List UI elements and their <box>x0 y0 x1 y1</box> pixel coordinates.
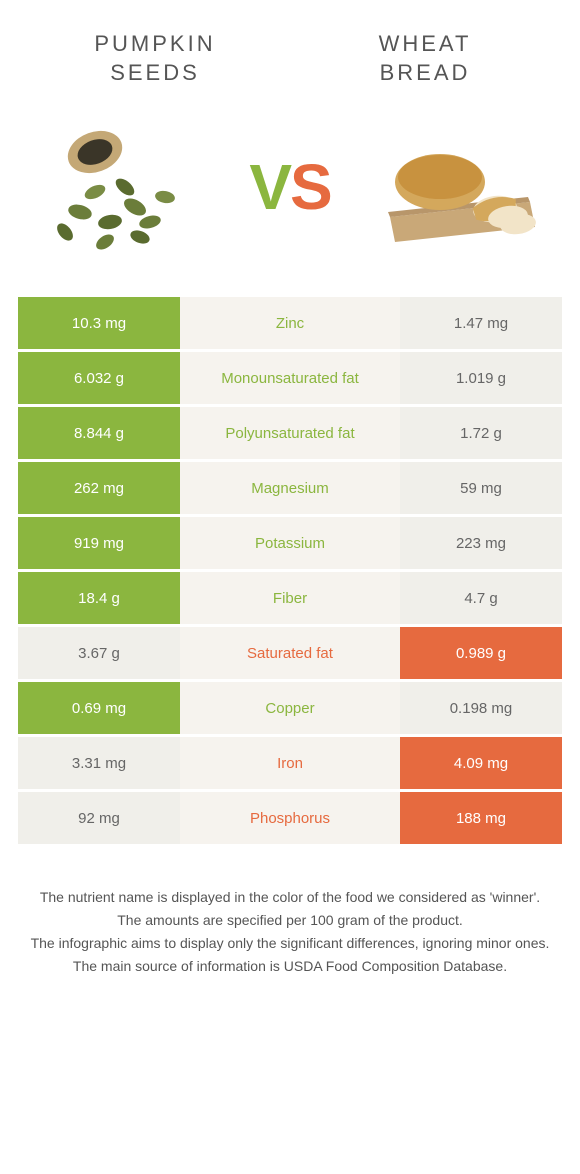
right-food-title: WHEAT BREAD <box>325 30 525 87</box>
left-food-title: PUMPKIN SEEDS <box>55 30 255 87</box>
left-value: 0.69 mg <box>18 682 180 734</box>
right-value: 4.09 mg <box>400 737 562 789</box>
left-value: 919 mg <box>18 517 180 569</box>
vs-s: S <box>290 151 331 223</box>
nutrient-label: Potassium <box>180 517 400 569</box>
left-value: 3.67 g <box>18 627 180 679</box>
wheat-bread-image <box>380 117 540 257</box>
footer-line: The infographic aims to display only the… <box>30 933 550 954</box>
right-value: 59 mg <box>400 462 562 514</box>
left-value: 92 mg <box>18 792 180 844</box>
nutrient-label: Magnesium <box>180 462 400 514</box>
footer-line: The amounts are specified per 100 gram o… <box>30 910 550 931</box>
table-row: 6.032 gMonounsaturated fat1.019 g <box>18 352 562 404</box>
right-value: 4.7 g <box>400 572 562 624</box>
table-row: 3.67 gSaturated fat0.989 g <box>18 627 562 679</box>
nutrient-label: Zinc <box>180 297 400 349</box>
footer-line: The main source of information is USDA F… <box>30 956 550 977</box>
vs-text: VS <box>249 150 330 224</box>
left-value: 3.31 mg <box>18 737 180 789</box>
footer-notes: The nutrient name is displayed in the co… <box>0 847 580 999</box>
pumpkin-seeds-image <box>40 117 200 257</box>
title-text: WHEAT <box>379 31 472 56</box>
nutrient-label: Fiber <box>180 572 400 624</box>
right-value: 0.198 mg <box>400 682 562 734</box>
table-row: 10.3 mgZinc1.47 mg <box>18 297 562 349</box>
table-row: 8.844 gPolyunsaturated fat1.72 g <box>18 407 562 459</box>
right-value: 223 mg <box>400 517 562 569</box>
nutrient-label: Monounsaturated fat <box>180 352 400 404</box>
images-row: VS <box>0 97 580 297</box>
table-row: 18.4 gFiber4.7 g <box>18 572 562 624</box>
right-value: 0.989 g <box>400 627 562 679</box>
title-text: SEEDS <box>110 60 200 85</box>
table-row: 262 mgMagnesium59 mg <box>18 462 562 514</box>
footer-line: The nutrient name is displayed in the co… <box>30 887 550 908</box>
left-value: 8.844 g <box>18 407 180 459</box>
left-value: 10.3 mg <box>18 297 180 349</box>
right-value: 1.019 g <box>400 352 562 404</box>
right-value: 188 mg <box>400 792 562 844</box>
table-row: 3.31 mgIron4.09 mg <box>18 737 562 789</box>
title-text: BREAD <box>380 60 471 85</box>
vs-v: V <box>249 151 290 223</box>
left-value: 6.032 g <box>18 352 180 404</box>
nutrient-label: Saturated fat <box>180 627 400 679</box>
table-row: 919 mgPotassium223 mg <box>18 517 562 569</box>
left-value: 18.4 g <box>18 572 180 624</box>
nutrient-label: Polyunsaturated fat <box>180 407 400 459</box>
header: PUMPKIN SEEDS WHEAT BREAD <box>0 0 580 97</box>
nutrition-table: 10.3 mgZinc1.47 mg6.032 gMonounsaturated… <box>0 297 580 844</box>
right-value: 1.47 mg <box>400 297 562 349</box>
title-text: PUMPKIN <box>94 31 215 56</box>
nutrient-label: Iron <box>180 737 400 789</box>
nutrient-label: Copper <box>180 682 400 734</box>
table-row: 0.69 mgCopper0.198 mg <box>18 682 562 734</box>
nutrient-label: Phosphorus <box>180 792 400 844</box>
right-value: 1.72 g <box>400 407 562 459</box>
left-value: 262 mg <box>18 462 180 514</box>
table-row: 92 mgPhosphorus188 mg <box>18 792 562 844</box>
